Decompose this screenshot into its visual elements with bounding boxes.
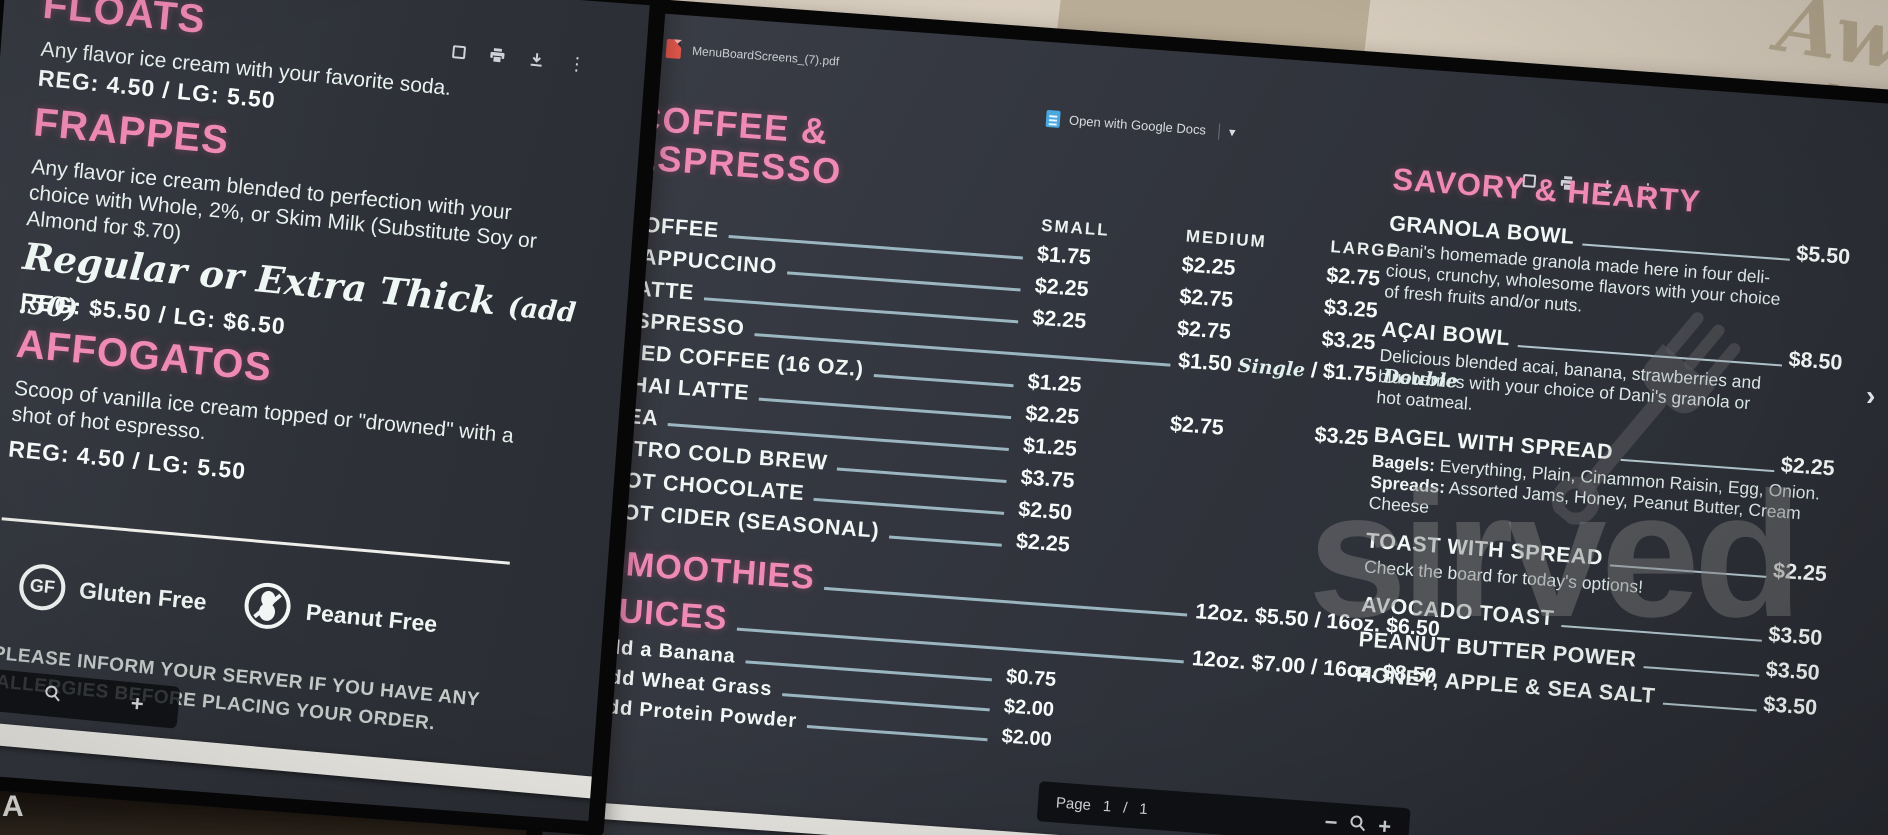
- gluten-free-label: Gluten Free: [78, 576, 208, 615]
- price-small: $1.25: [1026, 369, 1083, 398]
- item-price: $3.50: [1765, 657, 1821, 685]
- google-docs-icon: [1045, 109, 1061, 128]
- price-small: $3.75: [1019, 465, 1076, 493]
- print-icon[interactable]: [1559, 175, 1576, 192]
- floats-title: FLOATS: [41, 0, 208, 43]
- page-total: 1: [1138, 800, 1149, 818]
- gluten-free-legend: GF Gluten Free: [17, 561, 208, 626]
- left-menu-page: FLOATS Any flavor ice cream with your fa…: [0, 0, 649, 821]
- price-small: $2.25: [1024, 401, 1081, 430]
- price-small: $1.75: [1036, 241, 1092, 270]
- item-price: $3.50: [1762, 692, 1818, 720]
- peanut-free-legend: Peanut Free: [240, 579, 440, 652]
- page-bottom-edge: [0, 716, 612, 801]
- sirved-watermark: sirved: [1308, 455, 1802, 654]
- item-price: $5.50: [1795, 241, 1851, 270]
- toolbar-separator: [1218, 123, 1221, 140]
- price-medium: $2.25: [1180, 252, 1237, 281]
- price-small: $2.50: [1017, 496, 1073, 525]
- price-medium: $2.75: [1169, 411, 1225, 440]
- zoom-in-button[interactable]: +: [1377, 813, 1393, 835]
- price-small: $2.25: [1031, 305, 1088, 334]
- chevron-down-icon[interactable]: ▾: [1228, 123, 1237, 140]
- corner-letter: A: [2, 790, 24, 823]
- page-label: Page: [1055, 793, 1092, 814]
- frappes-title: FRAPPES: [31, 100, 231, 163]
- fork-watermark-icon: [1517, 291, 1773, 563]
- gluten-free-icon: GF: [17, 561, 68, 612]
- left-tv: FLOATS Any flavor ice cream with your fa…: [0, 0, 667, 835]
- size-header-small: SMALL: [1040, 215, 1111, 240]
- addon-price: $2.00: [1003, 695, 1055, 722]
- pdf-filename: MenuBoardScreens_(7).pdf: [691, 43, 840, 69]
- left-screen: FLOATS Any flavor ice cream with your fa…: [0, 0, 650, 821]
- peanut-free-label: Peanut Free: [304, 598, 439, 638]
- right-screen: ← MenuBoardScreens_(7).pdf Open with Goo…: [538, 9, 1888, 835]
- price-double: $1.75: [1322, 358, 1378, 387]
- magnifier-icon[interactable]: [43, 684, 62, 708]
- pdf-file-icon: [665, 38, 682, 59]
- price-medium: $2.75: [1176, 316, 1232, 344]
- item-price: $8.50: [1787, 346, 1844, 375]
- coffee-espresso-section: COFFEE & ESPRESSO SMALL MEDIUM LARGE COF…: [590, 97, 1474, 787]
- price-single: $1.50: [1177, 348, 1233, 377]
- addon-price: $0.75: [1005, 665, 1057, 692]
- page-separator: /: [1122, 798, 1129, 817]
- download-icon[interactable]: [1599, 179, 1615, 195]
- savory-item-granola-bowl: GRANOLA BOWL $5.50 Dani's homemade grano…: [1384, 211, 1851, 336]
- addon-label: Add Wheat Grass: [593, 665, 774, 701]
- fit-page-icon[interactable]: [451, 45, 467, 60]
- size-header-medium: MEDIUM: [1185, 226, 1268, 252]
- smoothies-title: SMOOTHIES: [601, 543, 817, 598]
- page-toolbar: Page 1 / 1 − +: [1036, 781, 1411, 835]
- next-page-button[interactable]: ›: [1866, 380, 1876, 411]
- more-options-icon[interactable]: ⋮: [567, 52, 587, 75]
- right-tv: ← MenuBoardScreens_(7).pdf Open with Goo…: [521, 0, 1888, 835]
- print-icon[interactable]: [489, 48, 506, 64]
- peanut-free-icon: [240, 579, 295, 639]
- zoom-in-button[interactable]: +: [129, 690, 145, 717]
- price-small: $1.25: [1022, 433, 1078, 461]
- download-icon[interactable]: [528, 52, 544, 68]
- menu-divider: [1, 517, 510, 565]
- price-small: $2.25: [1033, 273, 1090, 302]
- zoom-toolbar: − +: [0, 662, 181, 729]
- gf-abbr: GF: [29, 575, 56, 598]
- zoom-out-button[interactable]: −: [1323, 809, 1339, 835]
- price-small: $2.25: [1015, 528, 1071, 557]
- price-separator: /: [1310, 357, 1318, 383]
- price-medium: $2.75: [1178, 284, 1235, 313]
- magnifier-icon[interactable]: [1349, 814, 1367, 835]
- addon-price: $2.00: [1000, 725, 1053, 751]
- price-note-single: Single: [1237, 354, 1306, 382]
- page-current: 1: [1102, 797, 1112, 815]
